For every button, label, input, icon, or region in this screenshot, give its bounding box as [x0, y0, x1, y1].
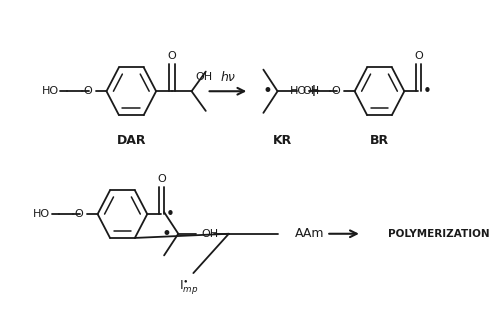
- Text: O: O: [84, 86, 92, 96]
- Text: HO: HO: [32, 209, 50, 219]
- Text: •: •: [162, 225, 171, 243]
- Text: OH: OH: [202, 229, 218, 239]
- Text: O: O: [157, 174, 166, 184]
- Text: KR: KR: [274, 134, 292, 147]
- Text: POLYMERIZATION: POLYMERIZATION: [388, 229, 490, 239]
- Text: •: •: [423, 84, 432, 99]
- Text: O: O: [414, 51, 423, 61]
- Text: HO: HO: [290, 86, 307, 96]
- Text: +: +: [306, 82, 320, 100]
- Text: OH: OH: [302, 86, 320, 96]
- Text: OH: OH: [195, 72, 212, 83]
- Text: DAR: DAR: [116, 134, 146, 147]
- Text: BR: BR: [370, 134, 389, 147]
- Text: O: O: [168, 51, 176, 61]
- Text: AAm: AAm: [296, 227, 325, 240]
- Text: HO: HO: [42, 86, 58, 96]
- Text: •: •: [166, 207, 174, 222]
- Text: hν: hν: [220, 71, 236, 84]
- Text: I$^{\bullet}_{mp}$: I$^{\bullet}_{mp}$: [179, 279, 199, 297]
- Text: O: O: [74, 209, 84, 219]
- Text: •: •: [262, 82, 272, 100]
- Text: O: O: [332, 86, 340, 96]
